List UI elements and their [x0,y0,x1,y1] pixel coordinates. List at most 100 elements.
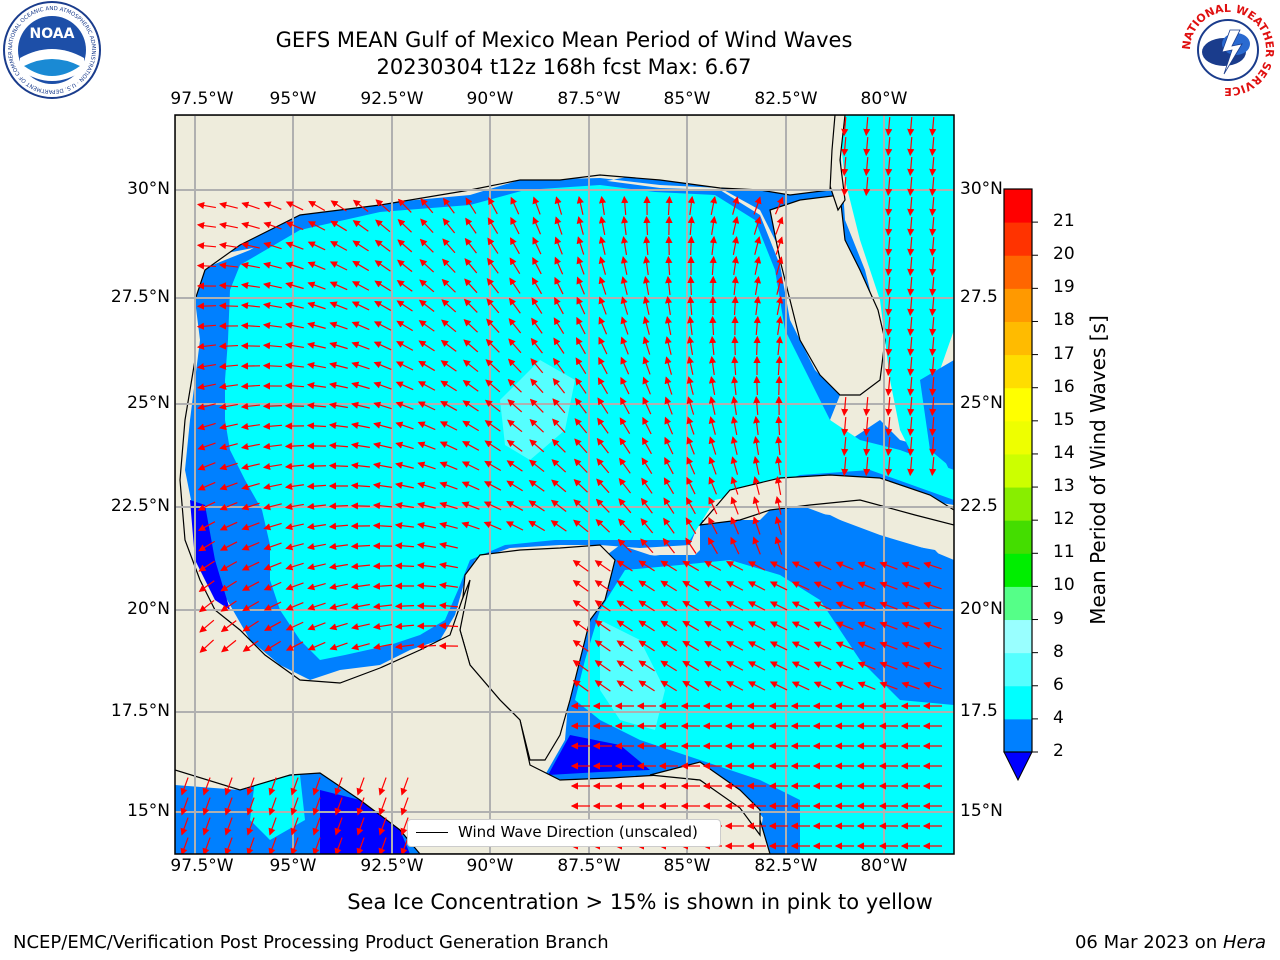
wave-arrow [197,403,216,411]
wave-arrow [813,621,832,631]
wave-arrow [285,201,304,211]
wave-arrow [857,601,876,610]
wave-arrow [660,680,677,692]
wave-arrow [907,276,915,297]
wave-arrow [572,680,589,692]
wave-arrow [753,415,761,436]
wave-arrow [730,456,739,475]
wave-arrow [416,642,437,650]
wave-arrow [709,255,717,276]
wave-arrow [572,580,589,592]
wave-arrow [307,622,326,631]
wave-arrow [642,275,651,295]
wave-arrow [198,580,215,592]
wave-arrow [330,220,347,232]
wave-arrow [351,341,370,350]
wave-arrow [863,116,871,137]
wave-arrow [312,797,321,816]
wave-arrow [769,641,788,651]
atlantic-blue [920,360,954,470]
wave-arrow [307,221,326,231]
lat-label-left: 20°N [127,599,170,619]
wave-arrow [395,461,414,469]
wave-arrow [307,563,326,571]
wave-arrow [929,156,937,177]
wave-arrow [769,621,788,631]
colorbar-tick-label: 10 [1053,575,1075,596]
wave-arrow [334,837,343,854]
wave-arrow [224,797,233,816]
wave-arrow [901,681,920,690]
wave-arrow [640,538,654,554]
wave-arrow [306,361,326,369]
wave-arrow [813,661,832,671]
wave-arrow [394,542,415,550]
wave-arrow [220,561,238,571]
wave-arrow [350,502,371,510]
wave-arrow [857,681,876,690]
sea-ice-note: Sea Ice Concentration > 15% is shown in … [347,890,933,914]
wave-arrow [218,241,238,250]
wave-arrow [241,221,260,229]
wave-arrow [508,338,522,354]
wave-arrow [197,422,216,431]
wave-arrow [373,441,392,449]
wave-arrow [197,481,216,491]
wave-arrow [682,600,700,612]
wave-arrow [396,279,413,292]
wave-arrow [752,476,760,495]
colorbar-band [1004,387,1032,422]
wave-arrow [396,320,414,332]
wave-arrow [202,817,211,836]
wave-arrow [663,497,675,514]
wave-arrow [418,360,436,372]
wave-arrow [708,476,717,495]
wave-arrow [461,461,480,471]
wave-arrow [617,538,632,553]
wave-arrow [262,402,283,410]
wave-arrow [550,499,567,512]
wave-arrow [753,315,761,336]
colorbar-tick-label: 8 [1053,641,1064,662]
wave-arrow [775,315,784,335]
wave-arrow [241,201,260,210]
wave-arrow [508,297,521,314]
wave-arrow [835,681,854,691]
wave-arrow [554,216,563,235]
wave-arrow [509,257,521,274]
colorbar-tick-label: 2 [1053,741,1064,761]
date-label: 06 Mar 2023 on [1074,932,1223,953]
wave-arrow [664,396,673,415]
wave-arrow [642,356,651,375]
wave-arrow [505,521,524,531]
wave-arrow [351,301,370,311]
wave-arrow [372,582,393,590]
wave-arrow [726,681,744,691]
wave-arrow [901,601,920,610]
wave-arrow [576,196,584,215]
lon-label-top: 95°W [269,89,317,109]
wave-arrow [329,642,348,651]
wave-arrow [638,560,655,572]
wave-arrow [660,580,677,592]
wave-arrow [506,439,523,452]
wave-arrow [483,481,502,491]
wave-arrow [885,336,893,357]
wave-arrow [901,661,920,670]
wave-arrow [857,641,876,650]
wave-arrow [686,476,696,495]
wave-arrow [774,196,784,215]
wave-arrow [396,300,413,312]
wave-arrow [530,378,544,394]
wave-arrow [576,216,584,235]
wave-arrow [262,301,282,310]
wave-arrow [218,402,238,411]
wave-arrow [241,541,260,551]
wave-arrow [268,777,277,796]
wave-arrow [596,458,610,474]
wave-arrow [198,560,215,572]
wave-arrow [686,356,694,375]
wave-arrow [664,336,672,355]
wave-arrow [619,437,631,454]
wave-arrow [618,477,632,494]
